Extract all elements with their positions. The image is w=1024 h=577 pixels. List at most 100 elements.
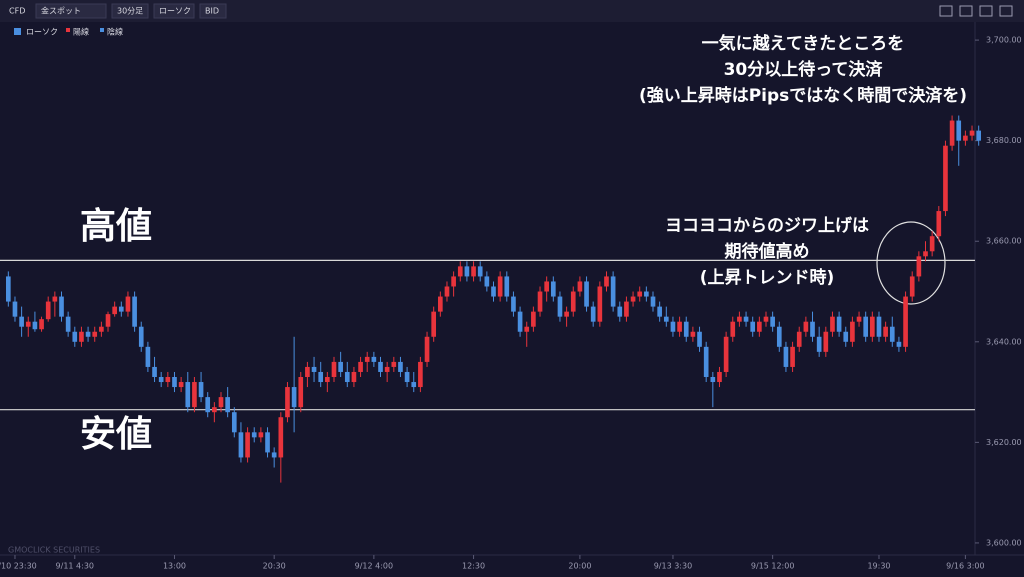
toolbar-button[interactable] <box>35 3 107 19</box>
candle-body <box>484 276 490 287</box>
candle-body <box>570 291 576 312</box>
toolbar-button[interactable] <box>199 3 227 19</box>
candle-body <box>178 382 184 388</box>
x-tick-label: 9/12 4:00 <box>355 562 393 571</box>
candle-body <box>524 326 530 332</box>
icon[interactable] <box>959 5 973 17</box>
candle-body <box>604 276 609 287</box>
candle-body <box>52 296 58 302</box>
candle-body <box>464 266 470 277</box>
candle-body <box>896 341 902 347</box>
y-tick-label: 3,700.00 <box>986 36 1022 45</box>
candle-body <box>863 316 869 337</box>
legend-label: 陽線 <box>73 27 89 37</box>
candle-body <box>916 256 922 277</box>
candle-body <box>158 376 164 383</box>
candle-body <box>511 296 516 312</box>
candle-body <box>72 331 78 342</box>
y-tick-label: 3,620.00 <box>986 438 1022 447</box>
candle-body <box>457 266 463 277</box>
candle-body <box>670 321 676 332</box>
candle-body <box>378 361 383 372</box>
candle-body <box>152 366 157 377</box>
candle-body <box>856 316 862 322</box>
candle-body <box>231 412 237 433</box>
candle-body <box>750 321 756 332</box>
candle-body <box>125 296 131 312</box>
candle-body <box>730 321 736 337</box>
y-tick-label: 3,600.00 <box>986 538 1022 547</box>
candle-body <box>212 407 217 413</box>
candle-body <box>677 321 682 332</box>
candle-body <box>404 371 410 383</box>
candle-body <box>663 316 669 322</box>
candle-body <box>969 130 975 136</box>
candle-body <box>723 336 729 372</box>
toolbar-button[interactable] <box>111 3 149 19</box>
icon[interactable] <box>979 5 993 17</box>
candle-body <box>371 356 377 362</box>
candle-body <box>697 331 702 347</box>
candle-body <box>757 321 762 332</box>
candle-body <box>790 346 795 367</box>
candle-body <box>344 371 350 383</box>
candle-body <box>823 331 829 352</box>
candle-body <box>737 316 742 322</box>
candle-body <box>431 311 437 337</box>
candle-body <box>617 306 623 317</box>
candle-body <box>105 314 111 327</box>
candle-body <box>185 382 191 408</box>
candle-body <box>398 361 403 372</box>
annotation: (強い上昇時はPipsではなく時間で決済を) <box>639 85 967 106</box>
candle-body <box>298 376 304 408</box>
icon[interactable] <box>999 5 1013 17</box>
candle-body <box>325 376 330 383</box>
icon[interactable] <box>939 5 953 17</box>
level-label: 高値 <box>80 206 152 247</box>
candle-body <box>358 361 363 372</box>
legend-label: 陰線 <box>107 27 123 37</box>
candle-body <box>883 326 888 337</box>
toolbar-label: CFD <box>9 7 25 16</box>
candle-body <box>557 296 563 317</box>
candle-body <box>803 321 809 332</box>
candle-body <box>923 251 928 257</box>
candle-body <box>471 266 476 277</box>
candle-body <box>624 301 629 317</box>
legend-label: ローソク <box>26 28 58 37</box>
candle-body <box>39 319 44 330</box>
candle-body <box>929 236 935 252</box>
legend-swatch <box>100 28 104 32</box>
legend-swatch <box>66 28 70 32</box>
candle-body <box>870 316 875 337</box>
annotation: 一気に越えてきたところを <box>702 33 905 54</box>
watermark: GMOCLICK SECURITIES <box>8 546 100 555</box>
candle-body <box>245 432 250 458</box>
candle-body <box>763 316 769 322</box>
x-tick-label: 20:00 <box>568 562 591 571</box>
candle-body <box>411 382 417 388</box>
candle-body <box>238 432 244 458</box>
candle-body <box>491 286 496 297</box>
candle-body <box>65 316 71 332</box>
toolbar-label: BID <box>205 7 219 16</box>
toolbar-label: 30分足 <box>117 7 143 16</box>
candle-body <box>291 387 297 408</box>
annotation: 30分以上待って決済 <box>724 59 884 80</box>
candle-body <box>305 366 310 377</box>
candle-body <box>418 361 423 388</box>
candle-body <box>537 291 543 312</box>
candle-body <box>949 120 955 146</box>
x-tick-label: 20:30 <box>263 562 286 571</box>
x-tick-label: 9/10 23:30 <box>0 562 37 571</box>
x-tick-label: 9/11 4:30 <box>56 562 94 571</box>
candle-body <box>278 417 284 458</box>
candle-body <box>690 331 696 337</box>
candle-body <box>12 301 18 317</box>
candle-body <box>796 331 802 347</box>
candle-body <box>504 276 510 297</box>
x-tick-label: 19:30 <box>867 562 890 571</box>
toolbar-label: ローソク <box>159 7 191 16</box>
toolbar-button[interactable] <box>153 3 195 19</box>
candle-body <box>710 376 716 383</box>
